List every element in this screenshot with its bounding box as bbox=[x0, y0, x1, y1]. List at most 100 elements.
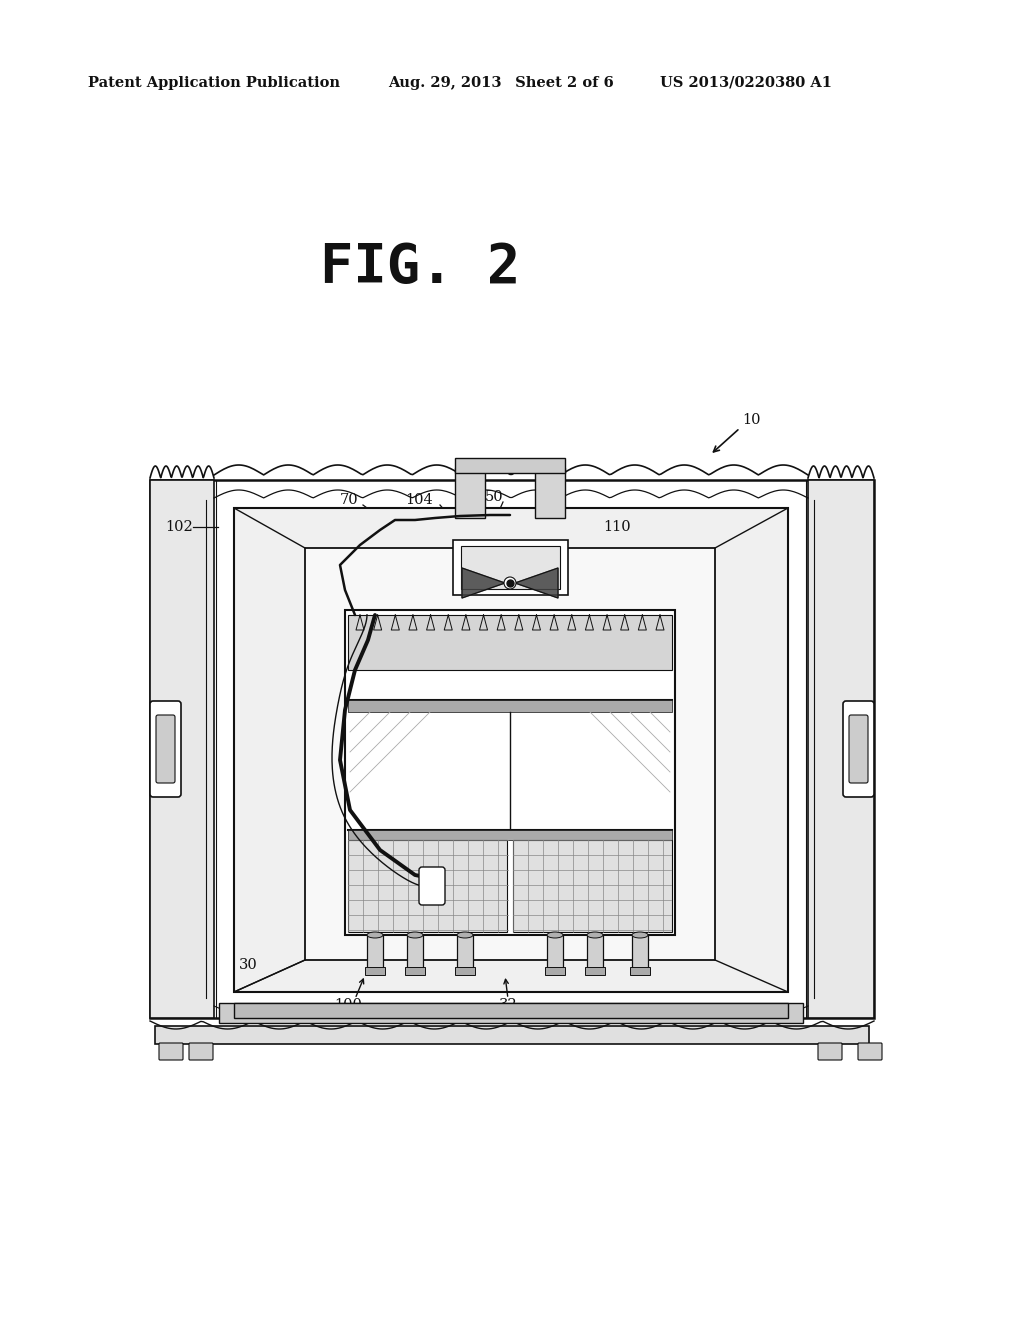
Bar bbox=[455, 968, 475, 975]
Bar bbox=[236, 510, 292, 531]
Bar bbox=[728, 677, 785, 698]
Bar bbox=[728, 531, 785, 552]
FancyBboxPatch shape bbox=[849, 715, 868, 783]
Ellipse shape bbox=[587, 932, 603, 939]
Bar bbox=[236, 851, 292, 875]
Bar bbox=[236, 742, 292, 764]
Polygon shape bbox=[462, 568, 505, 598]
Bar bbox=[348, 700, 672, 711]
Text: US 2013/0220380 A1: US 2013/0220380 A1 bbox=[660, 77, 831, 90]
Text: 104: 104 bbox=[406, 492, 433, 507]
Bar bbox=[728, 899, 785, 923]
Bar bbox=[545, 968, 565, 975]
Text: Sheet 2 of 6: Sheet 2 of 6 bbox=[510, 77, 613, 90]
Bar bbox=[345, 610, 675, 935]
Bar bbox=[728, 594, 785, 615]
Text: 100: 100 bbox=[334, 998, 361, 1012]
Bar bbox=[728, 851, 785, 875]
Bar bbox=[728, 510, 785, 531]
FancyBboxPatch shape bbox=[150, 701, 181, 797]
FancyBboxPatch shape bbox=[156, 715, 175, 783]
Bar bbox=[236, 698, 292, 721]
Bar bbox=[728, 573, 785, 594]
Text: 50: 50 bbox=[484, 490, 503, 504]
Bar bbox=[453, 540, 568, 595]
FancyBboxPatch shape bbox=[818, 1043, 842, 1060]
Bar bbox=[728, 805, 785, 829]
Bar bbox=[632, 935, 648, 973]
Bar bbox=[348, 830, 672, 840]
Bar bbox=[728, 923, 785, 946]
FancyBboxPatch shape bbox=[189, 1043, 213, 1060]
Bar bbox=[406, 968, 425, 975]
Bar bbox=[728, 552, 785, 573]
Bar bbox=[219, 1003, 803, 1023]
Bar bbox=[455, 469, 485, 517]
Text: 42: 42 bbox=[436, 888, 455, 902]
Bar bbox=[547, 935, 563, 973]
Bar bbox=[236, 573, 292, 594]
Text: 32: 32 bbox=[499, 998, 517, 1012]
Ellipse shape bbox=[632, 932, 648, 939]
FancyBboxPatch shape bbox=[419, 867, 445, 906]
Bar bbox=[630, 968, 650, 975]
Bar bbox=[236, 829, 292, 851]
Bar bbox=[236, 615, 292, 636]
Ellipse shape bbox=[547, 932, 563, 939]
Bar bbox=[728, 510, 785, 636]
Bar bbox=[348, 615, 672, 671]
Bar bbox=[728, 698, 785, 721]
Text: 102: 102 bbox=[165, 520, 193, 535]
Bar bbox=[234, 508, 788, 993]
Bar bbox=[407, 935, 423, 973]
Bar bbox=[150, 480, 874, 1018]
Bar bbox=[236, 805, 292, 829]
Bar bbox=[236, 899, 292, 923]
Text: 30: 30 bbox=[240, 958, 258, 972]
Bar bbox=[365, 968, 385, 975]
Text: 112: 112 bbox=[545, 888, 572, 902]
Bar bbox=[535, 469, 565, 517]
Bar bbox=[728, 764, 785, 785]
Bar bbox=[728, 742, 785, 764]
Text: 110: 110 bbox=[603, 520, 631, 535]
Bar bbox=[728, 655, 785, 785]
Bar bbox=[585, 968, 605, 975]
Ellipse shape bbox=[367, 932, 383, 939]
Bar bbox=[234, 1003, 788, 1018]
FancyBboxPatch shape bbox=[159, 1043, 183, 1060]
Bar bbox=[236, 655, 292, 677]
Bar bbox=[348, 840, 507, 932]
Bar bbox=[236, 510, 292, 636]
Bar bbox=[236, 875, 292, 899]
Bar bbox=[367, 935, 383, 973]
FancyBboxPatch shape bbox=[843, 701, 874, 797]
Bar bbox=[305, 548, 715, 960]
FancyBboxPatch shape bbox=[858, 1043, 882, 1060]
Bar bbox=[150, 480, 214, 1018]
Bar bbox=[728, 615, 785, 636]
Bar bbox=[808, 480, 874, 1018]
Bar bbox=[236, 594, 292, 615]
Bar bbox=[587, 935, 603, 973]
Bar bbox=[513, 840, 672, 932]
Bar bbox=[236, 805, 292, 946]
Bar bbox=[728, 805, 785, 946]
Ellipse shape bbox=[407, 932, 423, 939]
Circle shape bbox=[504, 577, 516, 589]
Bar bbox=[236, 552, 292, 573]
Text: FIG. 2: FIG. 2 bbox=[319, 242, 520, 294]
Bar bbox=[236, 764, 292, 785]
Ellipse shape bbox=[457, 932, 473, 939]
Bar bbox=[461, 546, 560, 589]
Bar bbox=[728, 655, 785, 677]
Bar bbox=[236, 531, 292, 552]
Bar bbox=[728, 721, 785, 742]
Bar bbox=[236, 677, 292, 698]
Text: Aug. 29, 2013: Aug. 29, 2013 bbox=[388, 77, 502, 90]
Bar bbox=[728, 875, 785, 899]
Bar bbox=[236, 655, 292, 785]
Text: 10: 10 bbox=[742, 413, 761, 426]
Polygon shape bbox=[515, 568, 558, 598]
Bar bbox=[236, 923, 292, 946]
